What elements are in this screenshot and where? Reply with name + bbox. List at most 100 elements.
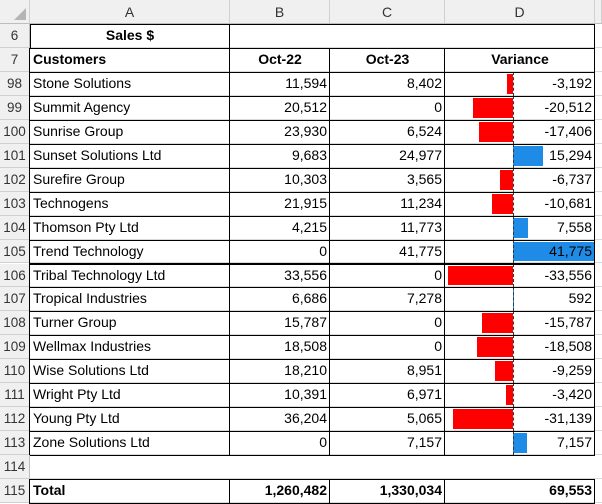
variance-value[interactable]: -6,737 bbox=[552, 170, 592, 187]
oct-22-value[interactable]: 10,303 bbox=[284, 170, 327, 187]
customer-name[interactable]: Sunrise Group bbox=[33, 122, 124, 139]
oct-23-value[interactable]: 7,278 bbox=[406, 290, 442, 307]
oct-22-value[interactable]: 20,512 bbox=[284, 98, 327, 115]
row-header[interactable]: 114 bbox=[0, 455, 30, 480]
variance-value[interactable]: 7,558 bbox=[556, 218, 592, 235]
oct-22-value[interactable]: 15,787 bbox=[284, 314, 327, 331]
customer-name[interactable]: Tropical Industries bbox=[33, 290, 147, 307]
oct-23-value[interactable]: 11,773 bbox=[400, 218, 442, 235]
row-header[interactable]: 105 bbox=[0, 239, 30, 264]
row-header[interactable]: 112 bbox=[0, 407, 30, 432]
column-header-a[interactable]: A bbox=[30, 0, 230, 24]
oct-23-value[interactable]: 0 bbox=[434, 266, 442, 283]
row-header[interactable]: 6 bbox=[0, 24, 30, 48]
row-header[interactable]: 107 bbox=[0, 287, 30, 312]
oct-22-value[interactable]: 10,391 bbox=[284, 386, 327, 403]
row-header[interactable]: 115 bbox=[0, 479, 30, 503]
customer-name[interactable]: Technogens bbox=[33, 194, 109, 211]
oct-22-value[interactable]: 33,556 bbox=[284, 266, 327, 283]
oct-23-value[interactable]: 24,977 bbox=[399, 146, 442, 163]
oct-23-value[interactable]: 5,065 bbox=[406, 410, 442, 427]
variance-value[interactable]: -3,192 bbox=[552, 74, 592, 91]
variance-value[interactable]: -3,420 bbox=[552, 386, 592, 403]
customer-name[interactable]: Trend Technology bbox=[33, 242, 144, 259]
row-header[interactable]: 104 bbox=[0, 215, 30, 240]
row-header[interactable]: 101 bbox=[0, 143, 30, 168]
variance-value[interactable]: -33,556 bbox=[544, 266, 592, 283]
customer-name[interactable]: Zone Solutions Ltd bbox=[33, 434, 150, 451]
gridline bbox=[30, 407, 602, 432]
oct-23-value[interactable]: 0 bbox=[434, 338, 442, 355]
variance-data-bar bbox=[513, 433, 527, 454]
customer-name[interactable]: Wright Pty Ltd bbox=[33, 386, 121, 403]
total-oct-23[interactable]: 1,330,034 bbox=[379, 482, 442, 499]
column-header-c[interactable]: C bbox=[330, 0, 445, 24]
total-variance[interactable]: 69,553 bbox=[549, 482, 592, 499]
customer-name[interactable]: Young Pty Ltd bbox=[33, 410, 120, 427]
customer-name[interactable]: Sunset Solutions Ltd bbox=[33, 146, 162, 163]
oct-22-value[interactable]: 6,686 bbox=[291, 290, 327, 307]
oct-23-value[interactable]: 7,157 bbox=[406, 434, 442, 451]
row-header[interactable]: 111 bbox=[0, 383, 30, 408]
oct-22-value[interactable]: 36,204 bbox=[284, 410, 327, 427]
gridline bbox=[30, 144, 602, 168]
data-bar-axis bbox=[513, 167, 514, 192]
row-header[interactable]: 99 bbox=[0, 95, 30, 120]
oct-23-value[interactable]: 0 bbox=[434, 314, 442, 331]
row-header[interactable]: 106 bbox=[0, 263, 30, 288]
data-bar-axis bbox=[513, 407, 514, 432]
oct-22-value[interactable]: 18,210 bbox=[284, 362, 327, 379]
variance-value[interactable]: 41,775 bbox=[549, 242, 592, 259]
row-header[interactable]: 100 bbox=[0, 119, 30, 144]
sales-title: Sales $ bbox=[105, 27, 155, 43]
customer-name[interactable]: Turner Group bbox=[33, 314, 117, 331]
variance-value[interactable]: -31,139 bbox=[544, 410, 592, 427]
oct-22-value[interactable]: 11,594 bbox=[285, 74, 327, 91]
oct-23-value[interactable]: 6,524 bbox=[406, 122, 442, 139]
oct-22-value[interactable]: 23,930 bbox=[284, 122, 327, 139]
customer-name[interactable]: Thomson Pty Ltd bbox=[33, 218, 139, 235]
row-header[interactable]: 113 bbox=[0, 431, 30, 456]
customer-name[interactable]: Tribal Technology Ltd bbox=[33, 266, 166, 283]
oct-22-value[interactable]: 4,215 bbox=[291, 218, 327, 235]
column-header-b[interactable]: B bbox=[230, 0, 330, 24]
variance-value[interactable]: -20,512 bbox=[544, 98, 592, 115]
oct-22-value[interactable]: 18,508 bbox=[284, 338, 327, 355]
column-header-d[interactable]: D bbox=[445, 0, 595, 24]
customer-name[interactable]: Summit Agency bbox=[33, 98, 131, 115]
oct-23-value[interactable]: 6,971 bbox=[406, 386, 442, 403]
customer-name[interactable]: Wellmax Industries bbox=[33, 338, 152, 355]
oct-22-value[interactable]: 21,915 bbox=[284, 194, 327, 211]
row-header[interactable]: 109 bbox=[0, 335, 30, 360]
row-header[interactable]: 98 bbox=[0, 71, 30, 96]
oct-23-value[interactable]: 0 bbox=[434, 98, 442, 115]
variance-value[interactable]: 15,294 bbox=[549, 146, 592, 163]
oct-23-value[interactable]: 8,951 bbox=[406, 362, 442, 379]
customer-name[interactable]: Stone Solutions bbox=[33, 74, 132, 91]
oct-22-value[interactable]: 9,683 bbox=[291, 146, 327, 163]
gridline bbox=[30, 96, 602, 120]
row-header[interactable]: 103 bbox=[0, 191, 30, 216]
variance-value[interactable]: -18,508 bbox=[544, 338, 592, 355]
row-header[interactable]: 108 bbox=[0, 311, 30, 336]
customer-name[interactable]: Wise Solutions Ltd bbox=[33, 362, 149, 379]
oct-23-value[interactable]: 3,565 bbox=[406, 170, 442, 187]
variance-value[interactable]: -10,681 bbox=[544, 194, 592, 211]
variance-value[interactable]: -17,406 bbox=[544, 122, 592, 139]
oct-23-value[interactable]: 8,402 bbox=[406, 74, 442, 91]
column-header-e[interactable] bbox=[595, 0, 602, 24]
variance-value[interactable]: 592 bbox=[568, 290, 592, 307]
total-oct-22[interactable]: 1,260,482 bbox=[264, 482, 327, 499]
variance-value[interactable]: -15,787 bbox=[544, 314, 592, 331]
oct-22-value[interactable]: 0 bbox=[319, 434, 327, 451]
row-header[interactable]: 110 bbox=[0, 359, 30, 384]
variance-value[interactable]: 7,157 bbox=[556, 434, 592, 451]
oct-23-value[interactable]: 41,775 bbox=[399, 242, 442, 259]
row-header[interactable]: 102 bbox=[0, 167, 30, 192]
oct-22-value[interactable]: 0 bbox=[319, 242, 327, 259]
row-header[interactable]: 7 bbox=[0, 47, 30, 72]
customer-name[interactable]: Surefire Group bbox=[33, 170, 125, 187]
oct-23-value[interactable]: 11,234 bbox=[400, 194, 442, 211]
select-all-corner[interactable] bbox=[0, 0, 30, 24]
variance-value[interactable]: -9,259 bbox=[552, 362, 592, 379]
